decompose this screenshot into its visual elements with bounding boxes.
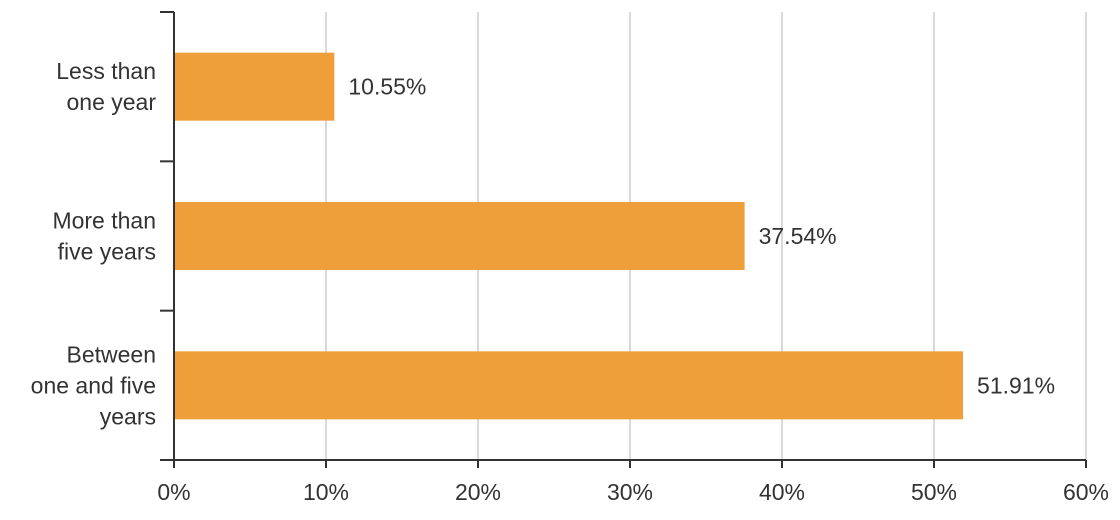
data-label: 37.54%	[759, 223, 837, 249]
data-label: 51.91%	[977, 372, 1055, 398]
bar	[174, 52, 335, 121]
x-tick-label: 10%	[303, 479, 349, 505]
x-tick-label: 30%	[607, 479, 653, 505]
category-label: one and five	[31, 372, 156, 398]
category-label: years	[100, 403, 156, 429]
labels: 0% 10% 20% 30% 40% 50% 60% 10.55% Less than one y…	[31, 58, 1109, 505]
x-tick-label: 50%	[911, 479, 957, 505]
data-label: 10.55%	[348, 74, 426, 100]
category-label: Between	[66, 341, 156, 367]
x-tick-label: 60%	[1063, 479, 1109, 505]
bars	[174, 52, 964, 420]
axes	[160, 11, 1087, 468]
bar	[174, 202, 745, 270]
x-tick-label: 20%	[455, 479, 501, 505]
category-label: More than	[52, 208, 156, 234]
category-label: one year	[66, 89, 156, 115]
bar	[174, 351, 964, 420]
category-label: five years	[58, 239, 156, 265]
category-label: Less than	[56, 58, 156, 84]
x-tick-label: 40%	[759, 479, 805, 505]
x-tick-label: 0%	[157, 479, 190, 505]
